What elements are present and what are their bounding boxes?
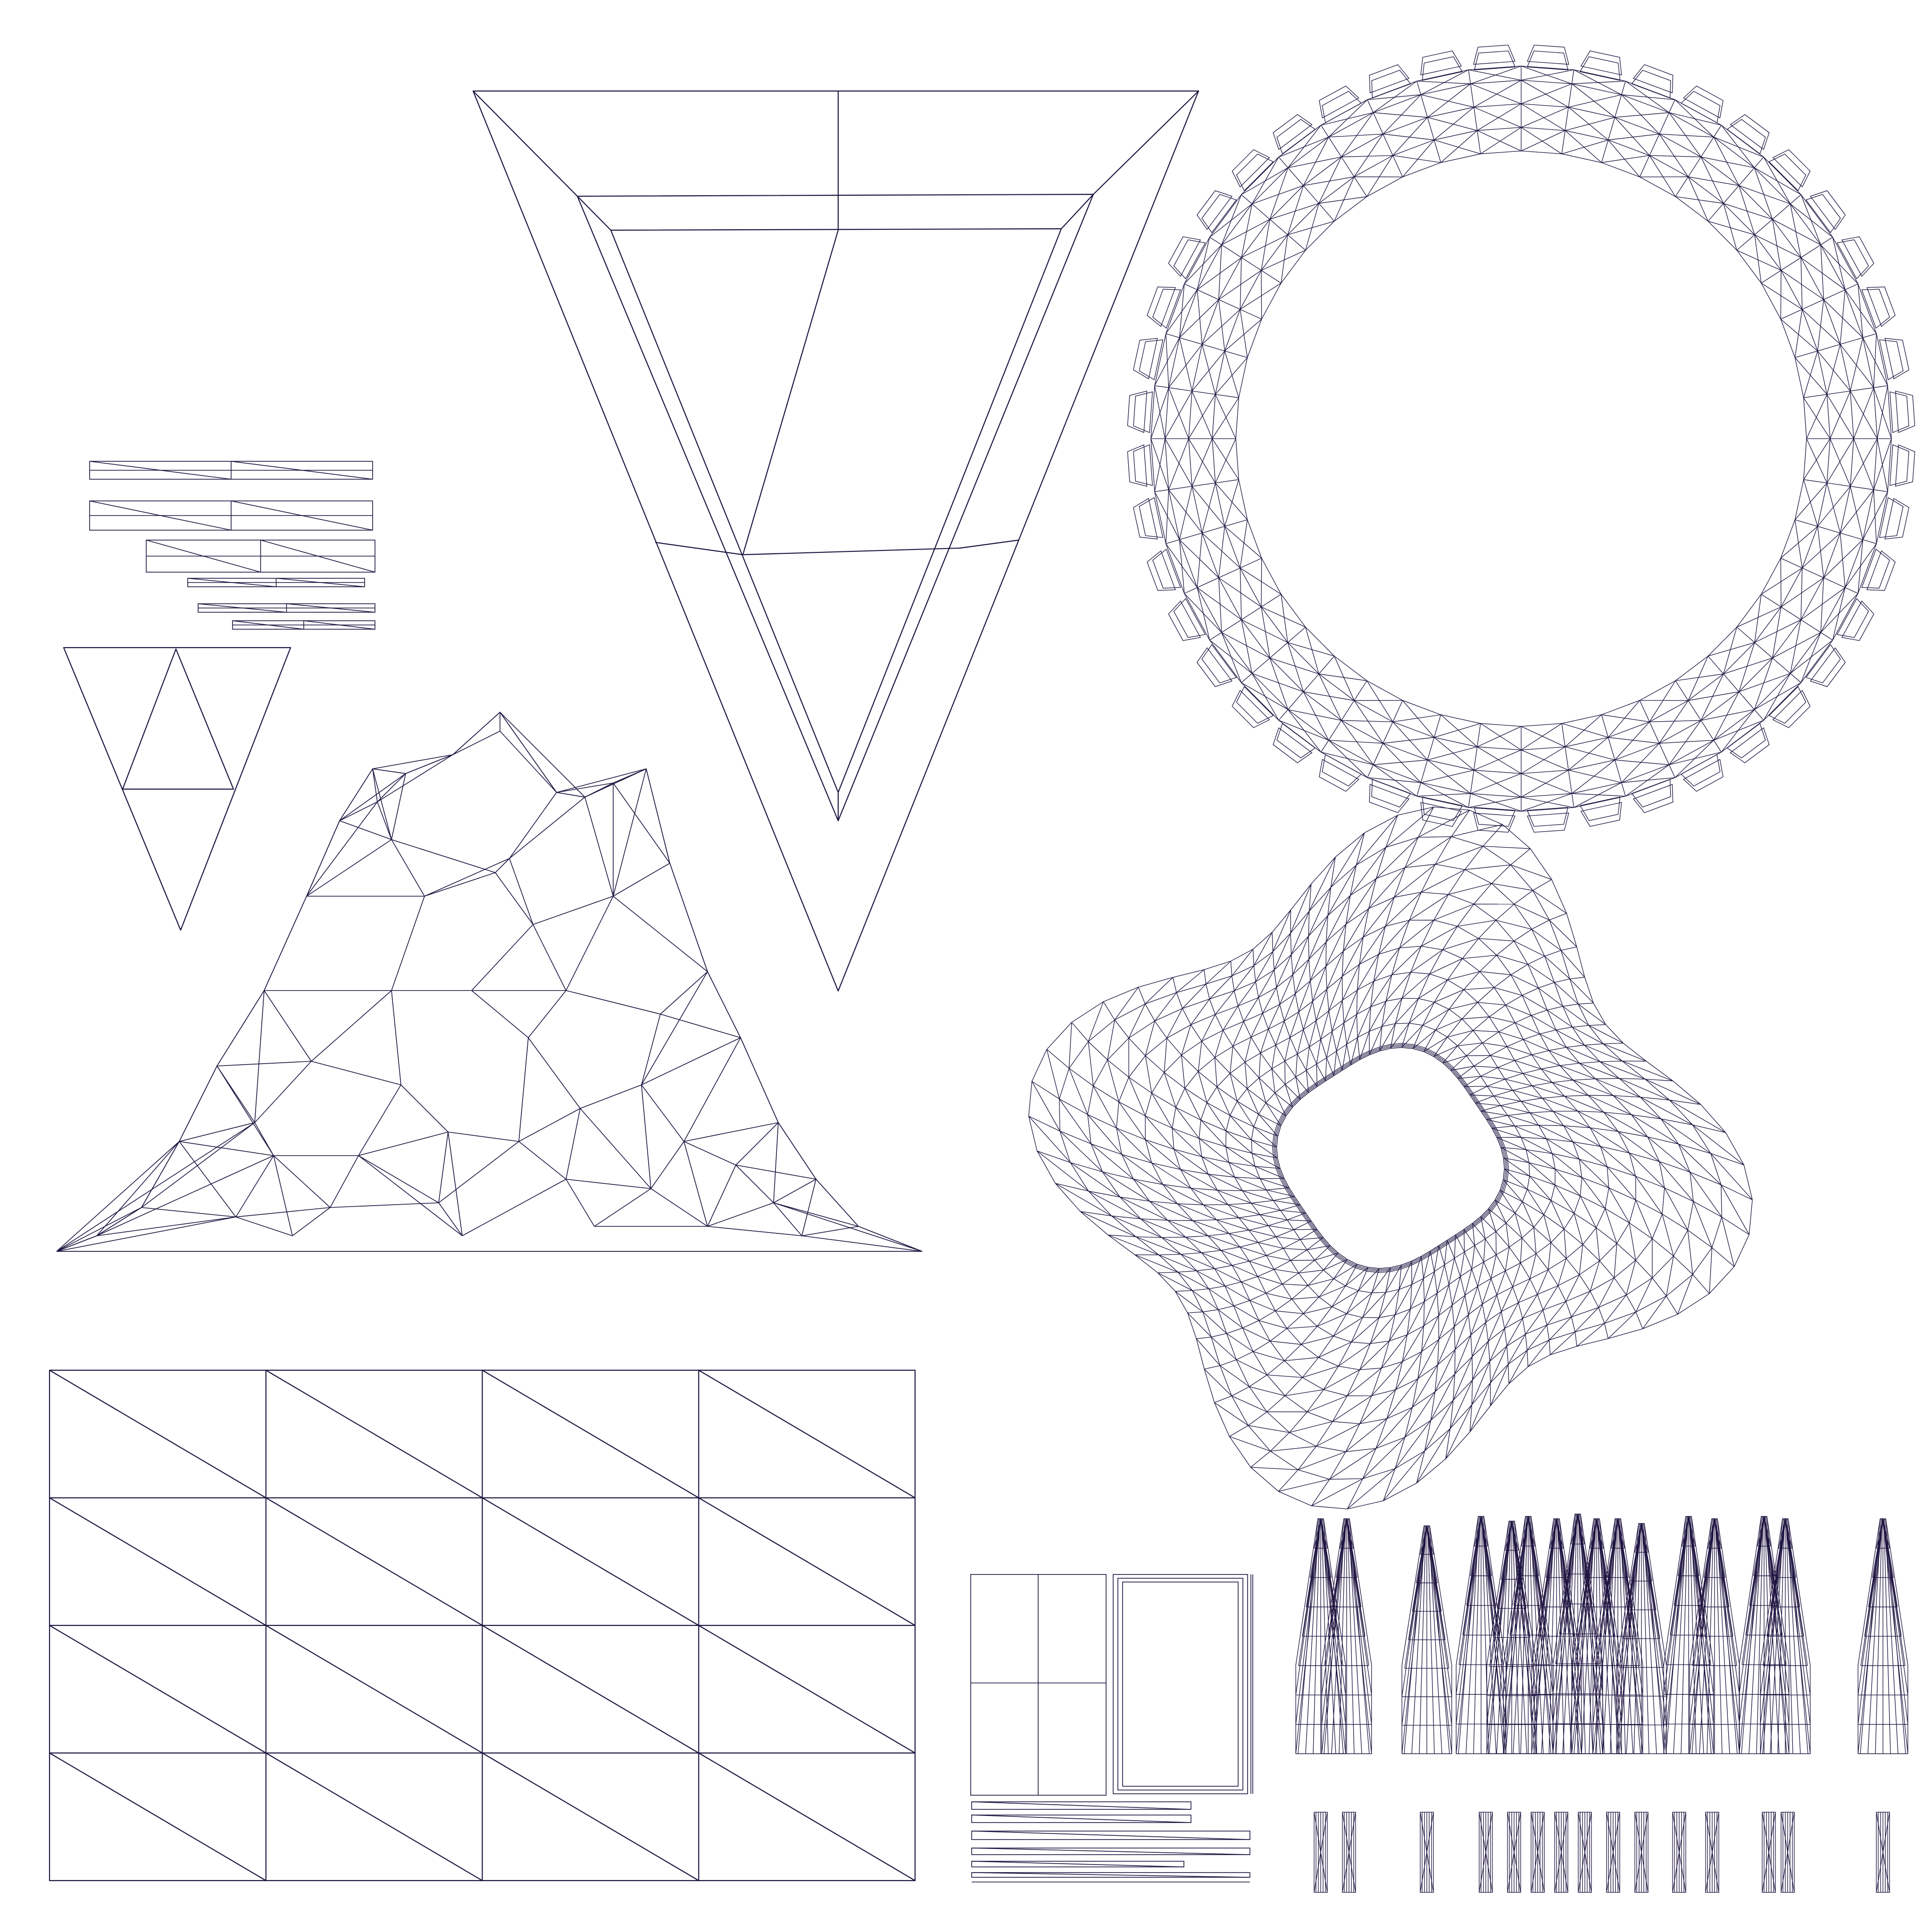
spike-row-island xyxy=(1295,1514,1908,1754)
grid-plane-island xyxy=(49,1369,916,1882)
disc-ring-island xyxy=(1028,807,1753,1509)
short-spike-row-island xyxy=(1314,1812,1890,1893)
rock-mesh-island xyxy=(56,711,923,1252)
inverted-triangle-island xyxy=(472,90,1199,992)
tire-ring-island xyxy=(1127,44,1915,833)
box-panels-island xyxy=(970,1574,1253,1882)
small-strips-island xyxy=(89,461,375,630)
small-triangle-island xyxy=(63,647,291,931)
